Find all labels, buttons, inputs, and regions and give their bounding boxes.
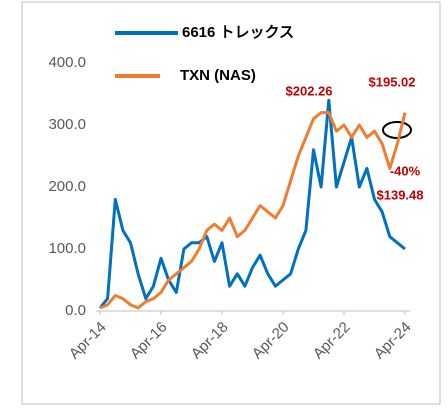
annotation: $202.26 (286, 83, 333, 98)
highlight-ellipse (382, 121, 412, 139)
annotation: $139.48 (377, 187, 424, 202)
chart-border (21, 1, 441, 405)
y-tick-label: 200.0 (48, 178, 86, 195)
y-tick-label: 0.0 (65, 302, 86, 319)
y-tick-label: 400.0 (48, 54, 86, 71)
y-tick-label: 300.0 (48, 116, 86, 133)
legend-label: 6616 トレックス (182, 24, 294, 41)
y-tick-label: 100.0 (48, 240, 86, 257)
annotation: $195.02 (369, 74, 416, 89)
series-line (99, 111, 407, 310)
annotation: -40% (390, 163, 421, 178)
series-line (98, 98, 406, 309)
legend-label: TXN (NAS) (180, 67, 256, 84)
